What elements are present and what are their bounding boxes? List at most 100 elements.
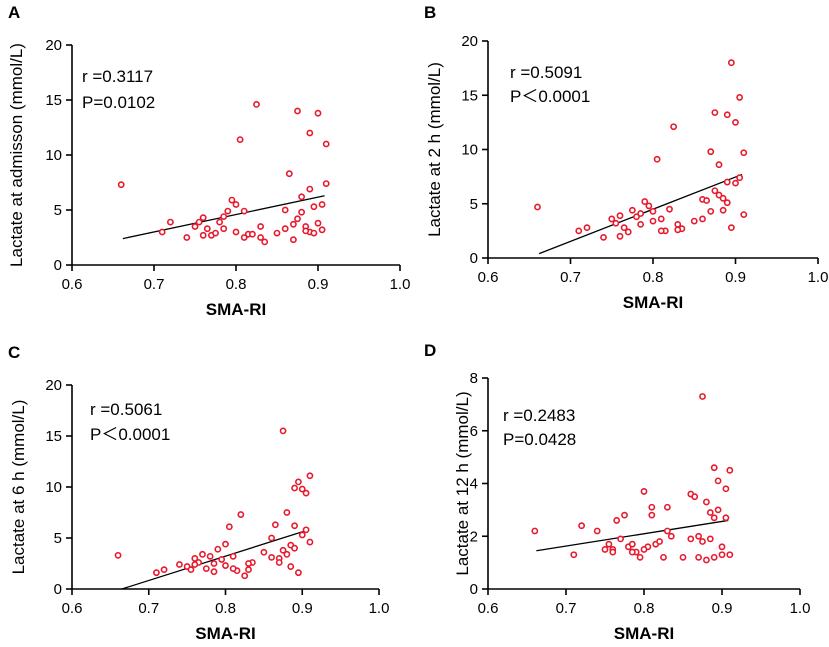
data-point <box>657 215 665 223</box>
data-point <box>291 484 298 492</box>
data-point <box>612 219 620 227</box>
y-tick-label: 15 <box>45 428 62 445</box>
data-point <box>640 488 648 495</box>
data-point <box>237 511 245 518</box>
data-point <box>578 522 585 530</box>
data-point <box>670 123 678 131</box>
y-axis-label: Lactate at 12 h (mmol/L) <box>453 391 472 575</box>
data-point <box>624 228 632 236</box>
data-point <box>690 217 698 225</box>
x-tick-label: 0.7 <box>556 600 577 617</box>
x-tick-label: 0.9 <box>725 269 746 286</box>
data-point <box>322 180 330 187</box>
data-point <box>281 225 289 233</box>
data-point <box>210 568 218 576</box>
regression-line <box>121 529 309 590</box>
data-point <box>225 523 233 531</box>
data-point <box>714 477 722 485</box>
data-point <box>220 213 228 220</box>
data-point <box>218 556 226 563</box>
data-point <box>723 111 731 119</box>
y-tick-label: 20 <box>45 377 62 394</box>
data-point <box>636 553 644 561</box>
data-point <box>302 489 310 497</box>
data-point <box>199 214 207 222</box>
data-point <box>637 210 645 217</box>
data-point <box>732 118 739 126</box>
y-tick-label: 8 <box>470 370 478 387</box>
data-point <box>291 544 298 552</box>
data-point <box>298 485 306 493</box>
data-point <box>295 478 302 486</box>
data-point <box>260 548 268 556</box>
data-point <box>310 229 318 237</box>
data-point <box>220 225 228 233</box>
data-point <box>202 565 210 572</box>
data-point <box>583 224 591 232</box>
data-point <box>706 509 714 516</box>
data-point <box>248 230 256 238</box>
data-point <box>695 532 702 540</box>
data-point <box>531 527 539 535</box>
data-point <box>222 540 229 548</box>
r-value: r =0.5061 <box>90 400 162 419</box>
data-point <box>283 550 291 558</box>
y-tick-label: 0 <box>470 250 478 267</box>
data-point <box>656 538 663 545</box>
data-point <box>723 178 731 186</box>
data-point <box>640 546 648 553</box>
x-tick-label: 0.9 <box>308 276 329 293</box>
data-point <box>664 527 671 535</box>
data-point <box>667 532 675 540</box>
data-point <box>726 466 734 474</box>
data-point <box>245 560 252 567</box>
data-point <box>657 227 665 235</box>
x-tick-label: 0.8 <box>215 600 236 617</box>
data-point <box>722 485 730 493</box>
data-point <box>302 227 310 235</box>
data-point <box>674 220 682 228</box>
data-point <box>641 198 649 205</box>
y-axis-label: Lactate at admisson (mmol/L) <box>7 43 26 267</box>
data-point <box>637 220 645 228</box>
data-point <box>117 181 125 189</box>
data-point <box>699 393 706 400</box>
data-point <box>158 228 166 236</box>
data-point <box>715 161 723 169</box>
data-point <box>621 511 628 519</box>
data-point <box>310 203 318 211</box>
data-point <box>191 555 199 562</box>
data-point <box>295 569 302 577</box>
data-point <box>268 534 275 542</box>
x-tick-label: 0.8 <box>226 276 247 293</box>
data-point <box>736 94 744 101</box>
y-tick-label: 4 <box>470 476 478 493</box>
data-point <box>616 232 624 240</box>
panel-letter: D <box>424 341 436 360</box>
data-point <box>257 234 264 241</box>
data-point <box>628 548 636 556</box>
data-point <box>707 207 715 215</box>
data-point <box>291 522 298 530</box>
data-point <box>294 107 301 115</box>
x-axis-label: SMA-RI <box>623 293 683 312</box>
y-tick-label: 5 <box>54 202 62 219</box>
y-tick-label: 5 <box>54 530 62 547</box>
data-point <box>648 511 656 519</box>
data-point <box>699 538 706 545</box>
data-point <box>722 514 730 522</box>
data-point <box>703 498 710 506</box>
y-tick-label: 10 <box>45 479 62 496</box>
data-point <box>306 185 314 193</box>
y-tick-label: 15 <box>45 92 62 109</box>
data-point <box>261 238 269 246</box>
data-point <box>715 191 723 199</box>
data-point <box>605 540 613 548</box>
data-point <box>306 538 314 546</box>
data-point <box>212 229 219 237</box>
data-point <box>240 207 248 215</box>
y-tick-label: 0 <box>470 581 478 598</box>
x-axis-label: SMA-RI <box>206 300 266 319</box>
data-point <box>699 215 706 223</box>
y-tick-label: 0 <box>54 257 62 274</box>
